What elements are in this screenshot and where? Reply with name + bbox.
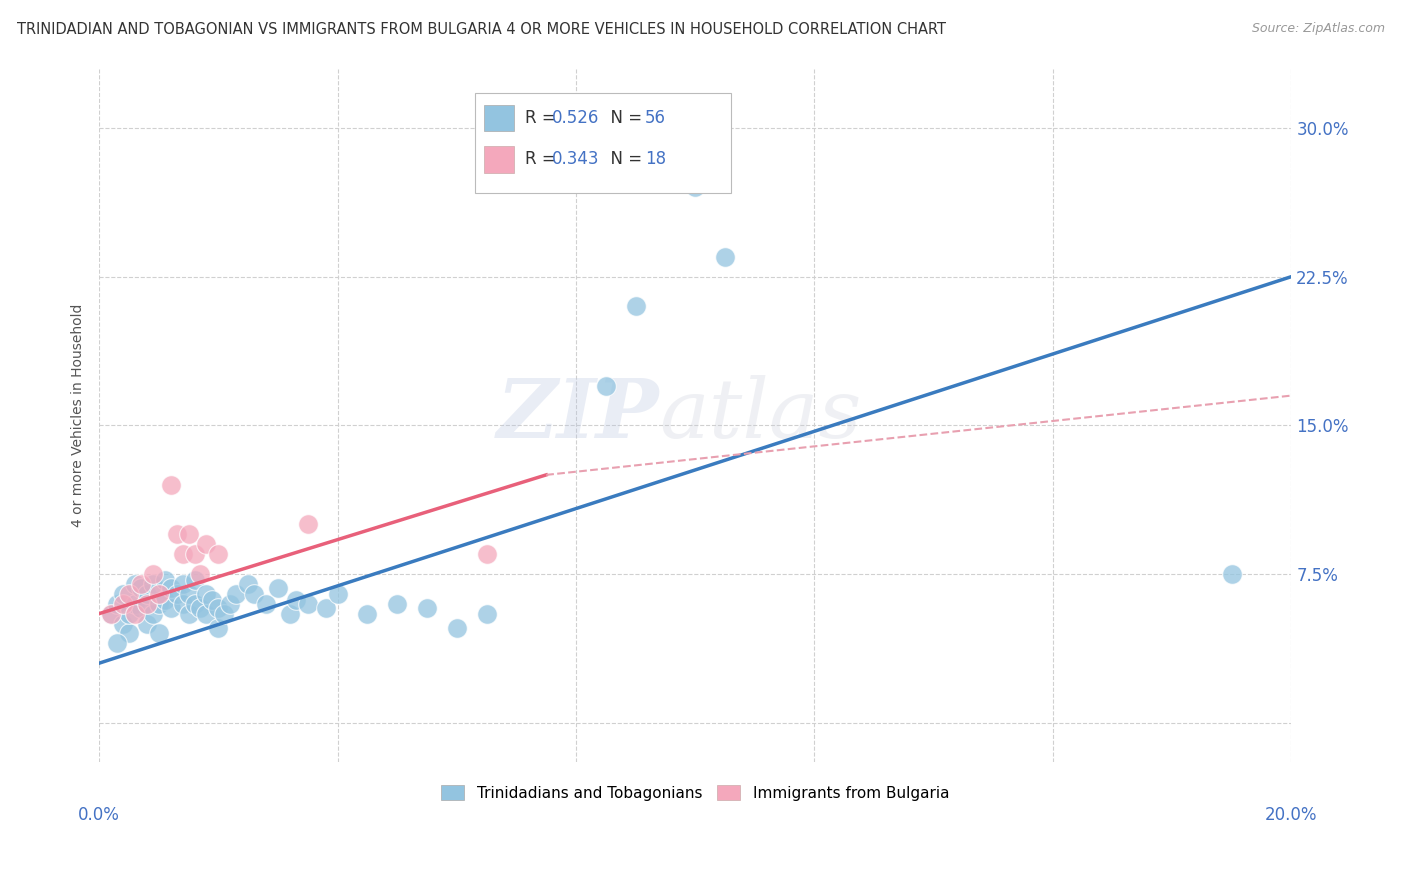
Text: 0.0%: 0.0% <box>79 805 120 824</box>
Text: 18: 18 <box>645 151 666 169</box>
FancyBboxPatch shape <box>484 146 515 172</box>
Point <box>111 597 134 611</box>
Point <box>177 587 200 601</box>
Point <box>142 566 165 581</box>
Point <box>254 597 277 611</box>
FancyBboxPatch shape <box>484 104 515 131</box>
Point <box>243 587 266 601</box>
Point <box>159 477 181 491</box>
Point <box>683 180 706 194</box>
Point <box>148 587 170 601</box>
Point <box>153 592 176 607</box>
Text: 20.0%: 20.0% <box>1265 805 1317 824</box>
Point <box>284 592 307 607</box>
Point <box>190 566 212 581</box>
Text: TRINIDADIAN AND TOBAGONIAN VS IMMIGRANTS FROM BULGARIA 4 OR MORE VEHICLES IN HOU: TRINIDADIAN AND TOBAGONIAN VS IMMIGRANTS… <box>17 22 946 37</box>
Text: R =: R = <box>524 109 561 127</box>
Point <box>595 378 617 392</box>
Text: 0.343: 0.343 <box>553 151 600 169</box>
Point <box>111 616 134 631</box>
Point <box>195 607 218 621</box>
Point <box>183 547 205 561</box>
Point <box>624 299 647 313</box>
Point <box>118 607 141 621</box>
Text: 0.526: 0.526 <box>553 109 599 127</box>
Point <box>129 600 152 615</box>
Point <box>172 577 194 591</box>
Point <box>105 636 128 650</box>
Legend: Trinidadians and Tobagonians, Immigrants from Bulgaria: Trinidadians and Tobagonians, Immigrants… <box>436 779 955 806</box>
Point <box>207 620 229 634</box>
Point <box>183 597 205 611</box>
FancyBboxPatch shape <box>475 93 731 194</box>
Point <box>159 600 181 615</box>
Point <box>207 547 229 561</box>
Text: N =: N = <box>600 151 647 169</box>
Point <box>166 527 188 541</box>
Point <box>278 607 301 621</box>
Point <box>177 607 200 621</box>
Point <box>297 597 319 611</box>
Text: atlas: atlas <box>659 376 862 456</box>
Text: N =: N = <box>600 109 647 127</box>
Point <box>1220 566 1243 581</box>
Point <box>195 587 218 601</box>
Point <box>118 626 141 640</box>
Point <box>142 607 165 621</box>
Point <box>129 581 152 595</box>
Point <box>148 626 170 640</box>
Point <box>100 607 122 621</box>
Text: Source: ZipAtlas.com: Source: ZipAtlas.com <box>1251 22 1385 36</box>
Point <box>124 607 146 621</box>
Point <box>201 592 224 607</box>
Point <box>267 581 290 595</box>
Point <box>225 587 247 601</box>
Point <box>356 607 378 621</box>
Point <box>148 597 170 611</box>
Point <box>105 597 128 611</box>
Point <box>135 616 157 631</box>
Text: 56: 56 <box>645 109 666 127</box>
Point <box>135 587 157 601</box>
Point <box>166 587 188 601</box>
Point <box>475 547 498 561</box>
Point <box>159 581 181 595</box>
Point <box>236 577 259 591</box>
Point <box>100 607 122 621</box>
Point <box>714 250 737 264</box>
Point <box>475 607 498 621</box>
Point <box>207 600 229 615</box>
Point <box>142 577 165 591</box>
Point <box>135 597 157 611</box>
Point <box>172 597 194 611</box>
Point <box>153 573 176 587</box>
Point <box>195 537 218 551</box>
Point <box>214 607 236 621</box>
Point <box>297 517 319 532</box>
Point <box>177 527 200 541</box>
Y-axis label: 4 or more Vehicles in Household: 4 or more Vehicles in Household <box>72 304 86 527</box>
Point <box>446 620 468 634</box>
Point <box>129 577 152 591</box>
Point <box>111 587 134 601</box>
Point <box>219 597 242 611</box>
Point <box>118 587 141 601</box>
Point <box>190 600 212 615</box>
Point <box>416 600 439 615</box>
Point <box>315 600 337 615</box>
Point <box>385 597 408 611</box>
Point <box>124 577 146 591</box>
Text: R =: R = <box>524 151 561 169</box>
Text: ZIP: ZIP <box>496 376 659 456</box>
Point <box>183 573 205 587</box>
Point <box>326 587 349 601</box>
Point <box>124 597 146 611</box>
Point <box>172 547 194 561</box>
